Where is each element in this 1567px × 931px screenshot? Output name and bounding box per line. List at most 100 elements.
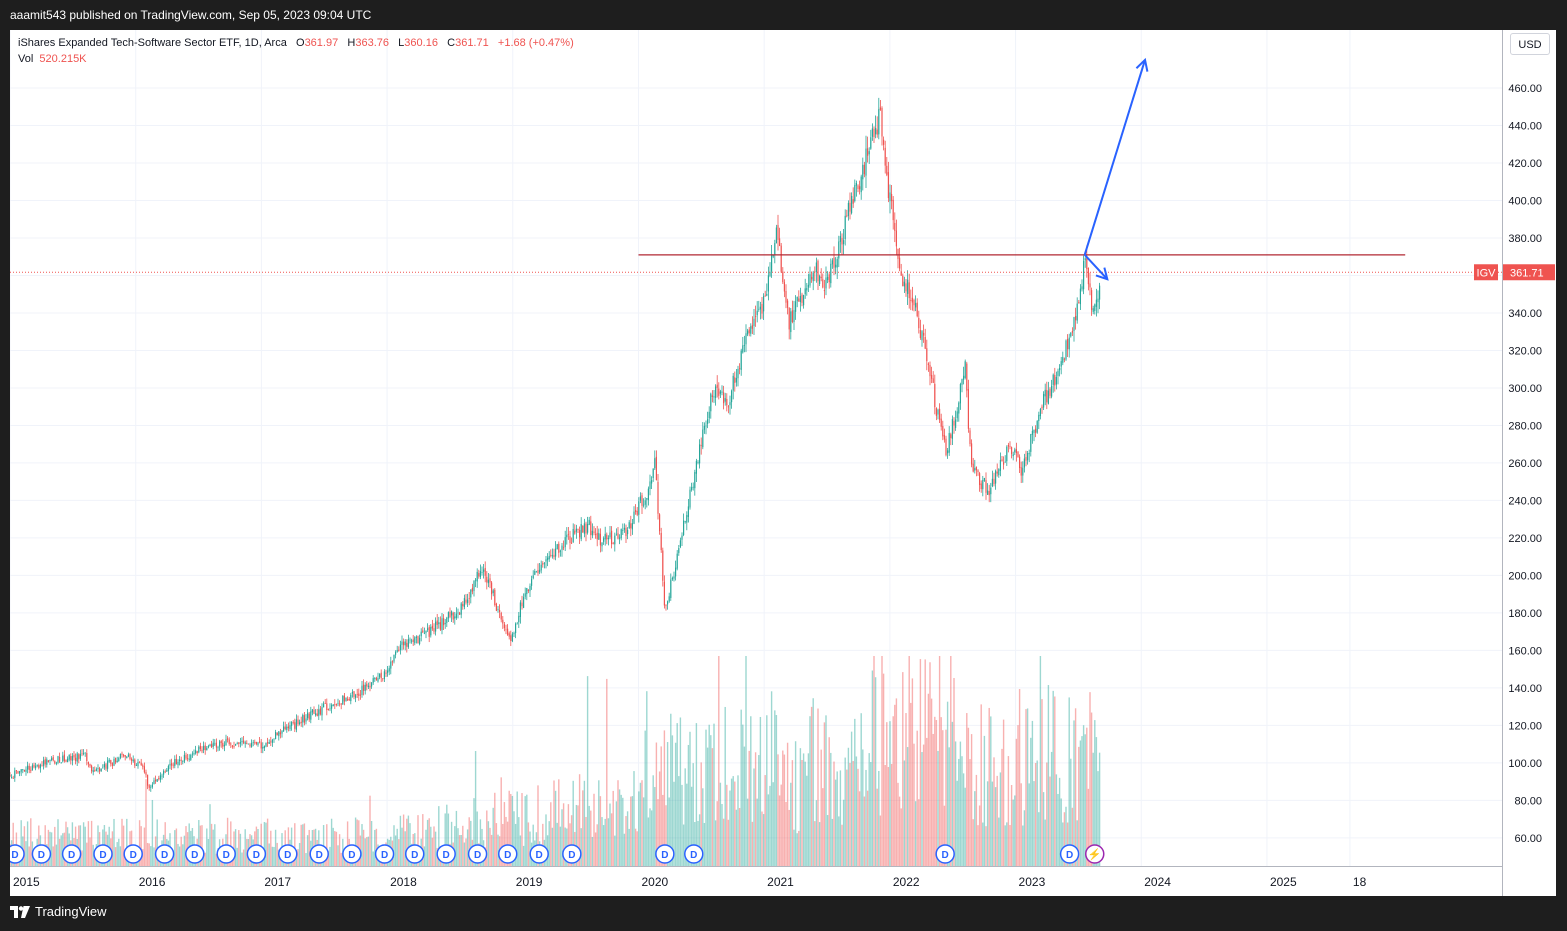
dividend-marker[interactable]: D <box>404 844 425 864</box>
candle-body-up <box>763 296 765 312</box>
candle-body-up <box>35 765 37 769</box>
candle-body-up <box>703 425 705 430</box>
candle-body-up <box>689 489 691 508</box>
candle-body-up <box>948 433 950 453</box>
volume-bar <box>905 713 907 866</box>
candle-body-up <box>559 550 561 552</box>
volume-bar <box>146 842 149 866</box>
candle-body-up <box>289 725 291 729</box>
dividend-marker[interactable]: D <box>655 844 675 864</box>
candle-body-up <box>364 684 366 691</box>
candle-body-up <box>855 182 857 186</box>
volume-bar <box>502 823 504 866</box>
candle-body-up <box>775 227 777 244</box>
volume-bar <box>20 820 22 866</box>
candle-body-up <box>740 350 742 370</box>
candle-body-down <box>412 639 414 642</box>
volume-bar <box>1012 799 1014 866</box>
volume-bar <box>52 846 54 866</box>
tradingview-logo[interactable]: TradingView <box>10 904 107 919</box>
volume-bar <box>794 741 797 866</box>
dividend-marker[interactable]: D <box>1059 844 1080 864</box>
chart-area[interactable]: 460.00440.00420.00400.00380.00360.00340.… <box>10 30 1556 896</box>
dividend-marker[interactable]: D <box>374 844 395 864</box>
volume-bar <box>894 704 896 866</box>
volume-bar <box>116 842 118 866</box>
dividend-marker[interactable]: D <box>61 844 82 864</box>
candle-body-up <box>870 137 872 149</box>
volume-bar <box>950 656 952 866</box>
volume-bar <box>846 769 848 866</box>
dividend-marker[interactable]: D <box>93 844 113 864</box>
candle-body-down <box>70 756 72 761</box>
volume-bar <box>786 742 789 866</box>
volume-bar <box>954 741 957 866</box>
candle-body-up <box>329 708 331 710</box>
volume-bar <box>854 718 856 866</box>
candle-body-up <box>1044 389 1046 397</box>
y-tick-label: 200.00 <box>1508 570 1542 582</box>
volume-bar <box>898 796 901 866</box>
volume-bar <box>945 729 947 866</box>
volume-bar <box>422 814 424 866</box>
dividend-marker[interactable]: D <box>278 844 298 864</box>
candle-body-down <box>140 762 142 766</box>
volume-bar <box>910 702 912 866</box>
dividend-marker[interactable]: D <box>309 844 329 864</box>
dividend-marker[interactable]: D <box>216 844 236 864</box>
split-marker[interactable]: ⚡ <box>1084 844 1105 864</box>
volume-bar <box>921 752 923 866</box>
candle-body-down <box>227 738 229 740</box>
dividend-marker[interactable]: D <box>562 844 582 864</box>
dividend-marker[interactable]: D <box>436 844 456 864</box>
volume-bar <box>1060 798 1062 866</box>
dividend-marker[interactable]: D <box>185 844 205 864</box>
candle-body-down <box>297 719 299 725</box>
candle-body-up <box>177 761 179 766</box>
candle-body-down <box>1078 302 1080 303</box>
candle-body-up <box>963 375 965 380</box>
volume-bar <box>721 803 723 866</box>
dividend-marker[interactable]: D <box>154 844 175 864</box>
dividend-marker[interactable]: D <box>123 844 143 864</box>
candle-body-down <box>254 742 256 744</box>
dividend-marker[interactable]: D <box>684 844 704 864</box>
dividend-marker[interactable]: D <box>935 844 955 864</box>
candle-body-down <box>111 763 113 766</box>
dividend-marker[interactable]: D <box>10 844 25 864</box>
candle-body-down <box>406 642 408 647</box>
candle-body-down <box>231 745 233 747</box>
volume-bar <box>932 733 934 866</box>
currency-button[interactable]: USD <box>1510 33 1550 55</box>
candle-body-up <box>865 148 867 176</box>
footer-bar: TradingView <box>0 896 1567 931</box>
candle-body-up <box>307 712 309 719</box>
volume-bar <box>463 842 466 866</box>
candle-body-down <box>739 368 741 370</box>
candle-body-down <box>439 622 441 630</box>
candle-body-up <box>118 757 120 761</box>
dividend-marker[interactable]: D <box>529 844 549 864</box>
volume-bar <box>601 817 603 866</box>
candle-body-down <box>567 533 569 535</box>
dividend-marker[interactable]: D <box>246 844 267 864</box>
dividend-marker[interactable]: D <box>342 844 362 864</box>
candle-body-up <box>673 576 675 579</box>
dividend-marker[interactable]: D <box>467 844 488 864</box>
volume-bar <box>401 827 403 866</box>
volume-bar <box>703 822 706 866</box>
dividend-marker[interactable]: D <box>498 844 518 864</box>
candle-body-down <box>635 510 637 512</box>
candle-body-up <box>393 654 395 662</box>
volume-bar <box>529 831 531 866</box>
price-chart[interactable]: 460.00440.00420.00400.00380.00360.00340.… <box>10 30 1556 896</box>
volume-bar <box>630 796 632 866</box>
legend-row-volume: Vol 520.215K <box>18 51 574 67</box>
volume-bar <box>663 730 666 866</box>
volume-bar <box>500 777 502 866</box>
dividend-marker[interactable]: D <box>31 844 52 864</box>
candle-body-up <box>263 746 265 748</box>
volume-bar <box>927 693 930 866</box>
candle-body-up <box>555 548 557 557</box>
y-tick-label: 320.00 <box>1508 345 1542 357</box>
